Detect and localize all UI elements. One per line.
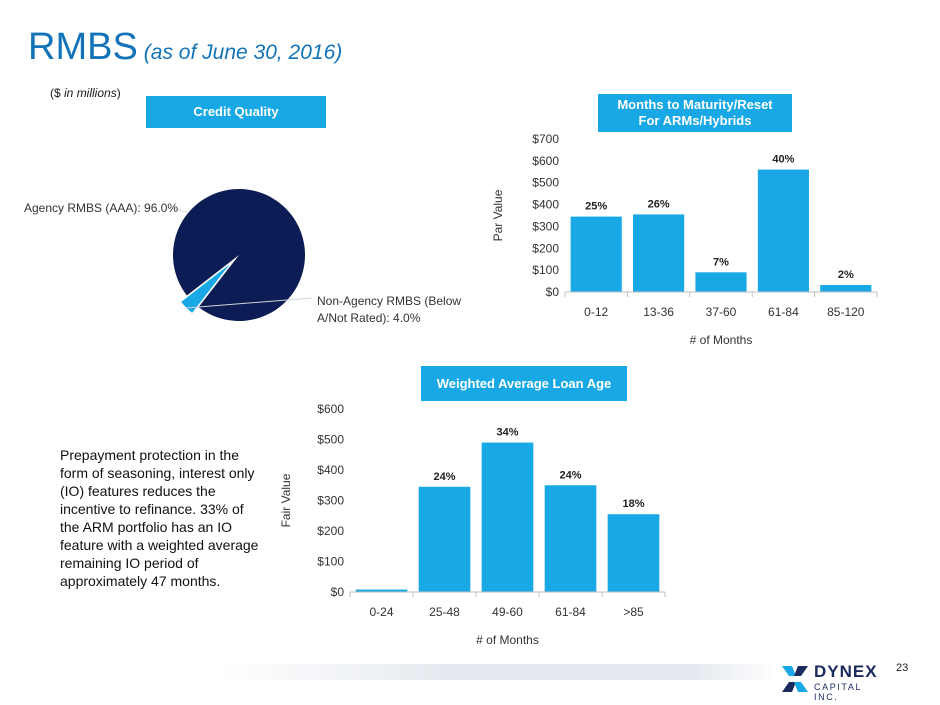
age-ytick-label: $0: [331, 585, 345, 599]
maturity-ytick-label: $200: [532, 241, 559, 255]
maturity-ytick-label: $300: [532, 219, 559, 233]
page-title: RMBS (as of June 30, 2016): [28, 26, 342, 69]
pie-leader-non-agency: [185, 297, 313, 309]
maturity-y-axis-title: Par Value: [491, 189, 505, 241]
maturity-ytick-label: $100: [532, 263, 559, 277]
units-suffix: ): [116, 86, 121, 100]
age-bar: [418, 486, 471, 592]
maturity-badge-line1: Months to Maturity/Reset: [617, 97, 773, 112]
maturity-bar: [633, 214, 685, 292]
maturity-data-label: 40%: [772, 154, 794, 166]
age-ytick-label: $400: [317, 463, 344, 477]
maturity-bar: [570, 216, 622, 292]
age-bar: [481, 442, 534, 592]
maturity-x-axis-title: # of Months: [690, 333, 753, 347]
age-bar: [607, 514, 660, 592]
dynex-logo-icon: [782, 666, 808, 692]
pie-label-non-agency-line1: Non-Agency RMBS (Below: [317, 294, 461, 308]
age-ytick-label: $200: [317, 524, 344, 538]
age-data-label: 34%: [496, 427, 518, 439]
maturity-badge: Months to Maturity/Reset For ARMs/Hybrid…: [598, 94, 792, 132]
maturity-badge-line2: For ARMs/Hybrids: [638, 113, 752, 128]
age-ytick-label: $500: [317, 433, 344, 447]
maturity-data-label: 26%: [648, 198, 670, 210]
maturity-bar-chart: $0 $100 $200 $300 $400 $500 $600 $700 0-12 25% 13-…: [491, 132, 878, 347]
loan-age-badge: Weighted Average Loan Age: [421, 366, 627, 401]
footer-bar: [220, 664, 780, 680]
maturity-bar: [757, 169, 809, 292]
title-main: RMBS: [28, 26, 138, 68]
maturity-data-label: 7%: [713, 256, 729, 268]
age-xtick-label: 0-24: [369, 605, 393, 619]
maturity-bar: [820, 285, 872, 292]
age-xtick-label: 49-60: [492, 605, 523, 619]
maturity-data-label: 2%: [838, 269, 854, 281]
maturity-xtick-label: 85-120: [827, 305, 865, 319]
age-xtick-label: 61-84: [555, 605, 586, 619]
maturity-ytick-label: $700: [532, 132, 559, 146]
pie-leader-agency: [171, 207, 189, 214]
logo-sub: CAPITAL INC.: [814, 682, 862, 702]
age-ytick-label: $300: [317, 494, 344, 508]
maturity-ytick-label: $400: [532, 198, 559, 212]
age-bar: [355, 589, 408, 592]
maturity-data-label: 25%: [585, 201, 607, 213]
maturity-ytick-label: $600: [532, 154, 559, 168]
maturity-ytick-label: $500: [532, 176, 559, 190]
loan-age-bar-chart: $0 $100 $200 $300 $400 $500 $600 0-24 25-48 24% 49…: [279, 402, 666, 647]
age-x-axis-title: # of Months: [476, 633, 539, 647]
maturity-xtick-label: 13-36: [643, 305, 674, 319]
credit-quality-badge: Credit Quality: [146, 96, 326, 128]
maturity-ytick-label: $0: [546, 285, 560, 299]
maturity-xtick-label: 37-60: [706, 305, 737, 319]
pie-slice-agency: [173, 189, 305, 321]
logo-name: DYNEX: [814, 662, 878, 681]
age-xtick-label: 25-48: [429, 605, 460, 619]
maturity-xtick-label: 0-12: [584, 305, 608, 319]
age-bar: [544, 485, 597, 592]
maturity-bar: [695, 272, 747, 292]
units-note: ($ in millions): [50, 86, 121, 100]
age-xtick-label: >85: [623, 605, 644, 619]
age-data-label: 18%: [622, 498, 644, 510]
page-number: 23: [896, 662, 909, 674]
age-data-label: 24%: [433, 471, 455, 483]
age-ytick-label: $600: [317, 402, 344, 416]
units-prefix: ($: [50, 86, 61, 100]
units-italic: in millions: [64, 86, 117, 100]
maturity-xtick-label: 61-84: [768, 305, 799, 319]
age-data-label: 24%: [559, 469, 581, 481]
age-ytick-label: $100: [317, 555, 344, 569]
pie-label-non-agency-line2: A/Not Rated): 4.0%: [317, 311, 421, 325]
prepayment-note: Prepayment protection in the form of sea…: [60, 447, 259, 589]
dynex-logo: DYNEX CAPITAL INC.: [780, 660, 890, 702]
age-y-axis-title: Fair Value: [279, 473, 293, 527]
credit-quality-pie-chart: Agency RMBS (AAA): 96.0% Non-Agency RMBS…: [24, 189, 461, 325]
title-subtitle: (as of June 30, 2016): [143, 41, 343, 64]
pie-label-agency: Agency RMBS (AAA): 96.0%: [24, 201, 178, 215]
